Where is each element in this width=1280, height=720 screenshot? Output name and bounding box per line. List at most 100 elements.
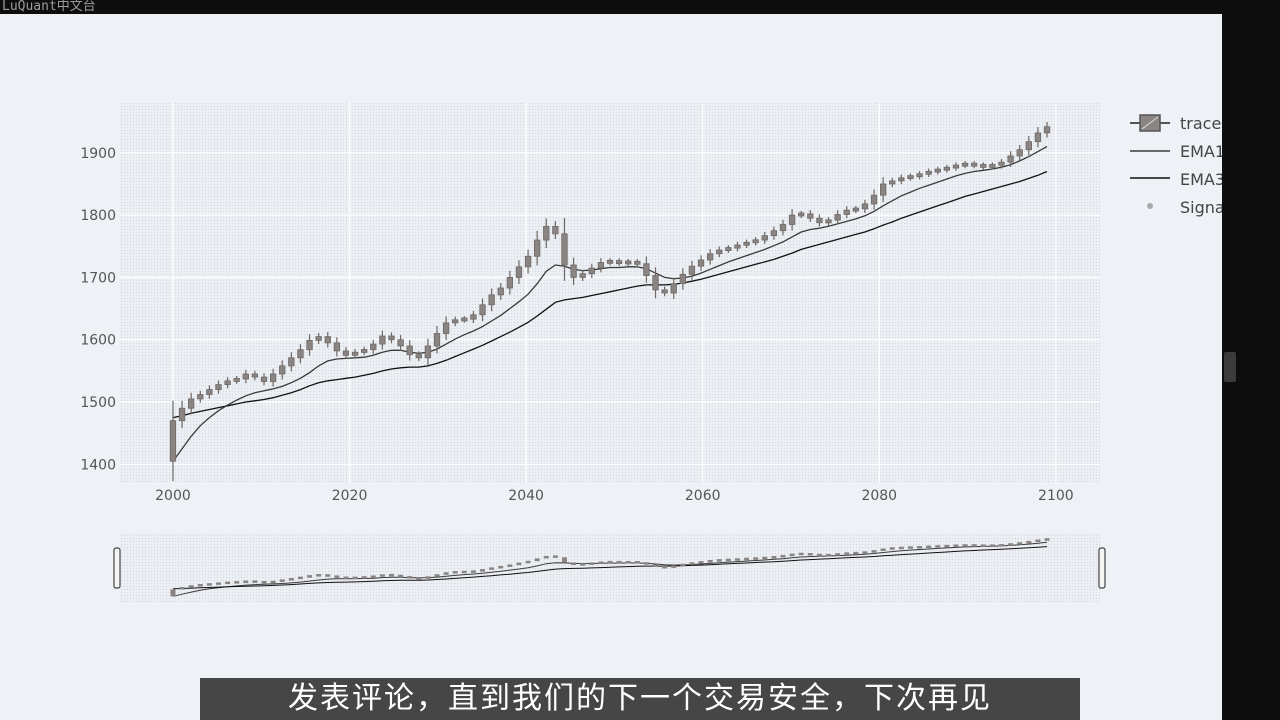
candle[interactable] [934,168,941,173]
candle[interactable] [206,389,213,395]
candle[interactable] [424,345,432,359]
candle[interactable] [971,162,978,167]
candle[interactable] [543,225,550,241]
candle[interactable] [288,357,295,367]
candle[interactable] [415,354,422,359]
candle[interactable] [197,394,204,400]
legend-item-trace[interactable]: trace [1130,114,1221,133]
candle[interactable] [506,277,513,289]
candle[interactable] [233,378,240,382]
candle[interactable] [552,225,559,235]
candle[interactable] [615,260,623,265]
candle[interactable] [679,273,686,285]
candle[interactable] [342,350,350,356]
candle[interactable] [643,263,650,276]
legend-item-ema1[interactable]: EMA1 [1130,142,1222,161]
candle[interactable] [716,249,723,255]
candle[interactable] [315,336,322,341]
candle[interactable] [788,214,796,225]
candle[interactable] [761,235,768,241]
candle[interactable] [825,219,832,224]
candle[interactable] [442,322,450,334]
candle[interactable] [169,420,177,462]
candle[interactable] [279,365,286,375]
candle[interactable] [889,180,896,185]
candle[interactable] [479,304,486,316]
candle[interactable] [433,333,441,347]
candle[interactable] [843,209,850,215]
candle[interactable] [770,230,778,237]
candle[interactable] [561,233,568,266]
candle[interactable] [707,253,714,261]
candle[interactable] [470,314,477,320]
candle[interactable] [907,175,914,180]
candle[interactable] [297,349,304,359]
candle[interactable] [798,212,805,217]
candle[interactable] [879,183,887,196]
candle[interactable] [725,247,732,251]
candle[interactable] [779,224,787,232]
candle[interactable] [397,339,404,347]
candle[interactable] [652,275,659,291]
candle[interactable] [834,214,841,221]
scroll-handle[interactable] [1224,352,1236,382]
range-slider[interactable] [113,533,1106,603]
candle[interactable] [670,283,677,294]
candle[interactable] [269,373,277,382]
candle[interactable] [634,260,641,265]
candle[interactable] [452,319,459,324]
candle[interactable] [1016,149,1023,157]
candle[interactable] [570,264,577,278]
candle[interactable] [351,351,359,356]
candle[interactable] [306,339,313,351]
candle[interactable] [1034,132,1042,143]
candle[interactable] [224,380,231,385]
candle[interactable] [943,166,951,171]
candle[interactable] [961,162,969,167]
candle[interactable] [952,164,960,169]
candle[interactable] [898,177,905,182]
candle[interactable] [734,244,741,249]
candle[interactable] [524,255,532,268]
candle[interactable] [324,336,331,344]
candle[interactable] [242,373,249,380]
candle[interactable] [379,335,386,345]
candle[interactable] [406,345,413,356]
candle[interactable] [661,289,668,294]
candle[interactable] [697,259,705,267]
candle[interactable] [816,217,823,224]
candle[interactable] [688,265,696,275]
candle[interactable] [870,194,878,205]
candle[interactable] [743,241,750,246]
candle[interactable] [488,294,495,306]
candle[interactable] [989,164,996,168]
range-slider-right-handle[interactable] [1098,547,1106,589]
candle[interactable] [370,343,377,351]
legend-item-signal[interactable]: Signa [1147,198,1222,217]
candle[interactable] [178,407,186,422]
candle[interactable] [497,287,504,296]
candle[interactable] [925,170,932,175]
candle[interactable] [807,213,814,219]
candle[interactable] [534,239,541,257]
candle[interactable] [1007,155,1014,163]
candle[interactable] [515,266,523,278]
candle[interactable] [588,267,595,275]
candle[interactable] [1025,141,1032,151]
candle[interactable] [597,262,605,269]
candle[interactable] [998,161,1005,166]
candle[interactable] [752,239,759,244]
legend-item-ema3[interactable]: EMA3 [1130,170,1222,189]
candle[interactable] [606,259,614,264]
candle[interactable] [260,376,268,382]
candle[interactable] [188,398,195,409]
candle[interactable] [461,317,468,322]
candle[interactable] [251,373,259,378]
candle[interactable] [625,260,632,265]
candle[interactable] [861,203,869,210]
candle[interactable] [1043,126,1051,134]
candle[interactable] [980,164,987,168]
candle[interactable] [215,384,222,390]
candle[interactable] [333,342,341,352]
candle[interactable] [916,173,923,178]
